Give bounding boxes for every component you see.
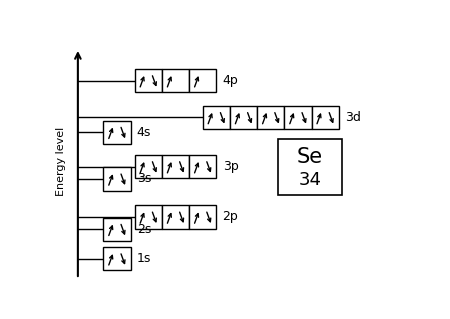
Text: Se: Se: [297, 147, 323, 167]
Text: 2s: 2s: [137, 223, 151, 236]
Bar: [189, 155, 216, 178]
Bar: [104, 218, 130, 241]
Bar: [104, 247, 130, 271]
Text: 4p: 4p: [223, 74, 238, 87]
Bar: [135, 155, 162, 178]
Bar: [104, 121, 130, 144]
Text: 34: 34: [298, 171, 321, 189]
Bar: [284, 106, 311, 129]
Text: 3p: 3p: [223, 160, 238, 173]
Text: 3s: 3s: [137, 172, 151, 185]
Text: 2p: 2p: [223, 211, 238, 224]
Bar: [135, 69, 162, 92]
Bar: [135, 205, 162, 229]
Bar: [162, 69, 189, 92]
Text: Energy level: Energy level: [56, 126, 66, 196]
Bar: [257, 106, 284, 129]
Text: 3d: 3d: [345, 111, 361, 124]
Bar: [189, 205, 216, 229]
Bar: [278, 139, 342, 196]
Bar: [189, 69, 216, 92]
Text: 1s: 1s: [137, 252, 151, 265]
Bar: [202, 106, 230, 129]
Bar: [104, 167, 130, 190]
Text: 4s: 4s: [137, 126, 151, 139]
Bar: [162, 155, 189, 178]
Bar: [230, 106, 257, 129]
Bar: [311, 106, 339, 129]
Bar: [162, 205, 189, 229]
